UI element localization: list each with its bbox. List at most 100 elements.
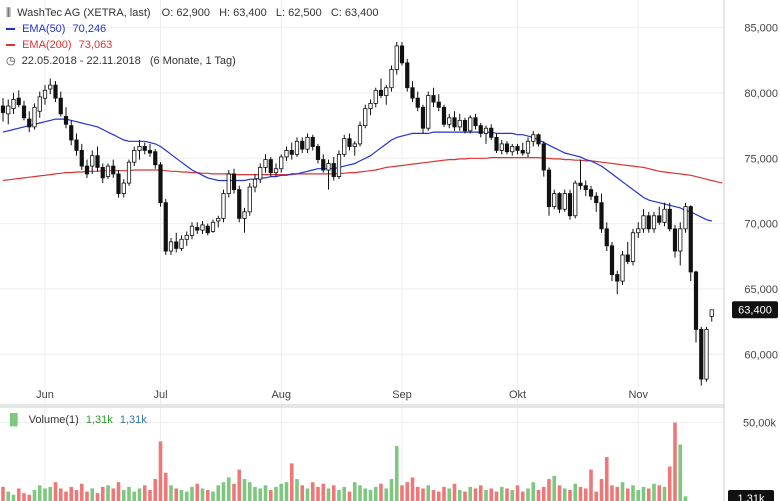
volume-legend: ▐▌ Volume(1) 1,31k 1,31k	[6, 413, 147, 427]
volume-bar	[400, 485, 404, 501]
candle-body	[620, 254, 625, 282]
candle	[478, 122, 483, 138]
volume-bar	[421, 488, 425, 501]
volume-bar	[384, 488, 389, 501]
chart-title: WashTec AG (XETRA, last)	[17, 7, 151, 19]
candle	[688, 205, 693, 282]
volume-bar	[415, 486, 420, 501]
candle	[468, 115, 473, 134]
candle-body	[289, 150, 294, 155]
candle-body	[651, 215, 657, 230]
volume-bar	[557, 485, 562, 501]
candle-body	[279, 156, 284, 170]
candle	[662, 202, 667, 227]
volume-bar	[358, 485, 362, 501]
ema200-legend: EMA(200) 73,063	[6, 38, 112, 52]
candle-body	[126, 161, 132, 184]
low-label: L:	[275, 7, 286, 19]
candle-body	[53, 84, 58, 99]
volume-bar	[379, 483, 383, 501]
candle-body	[536, 134, 541, 145]
candle-body	[247, 186, 252, 213]
candle	[620, 251, 625, 286]
candle-body	[226, 173, 231, 194]
y-tick-label: 70,000	[744, 219, 778, 231]
candle-body	[300, 140, 305, 150]
candle-body	[111, 165, 116, 175]
candlestick-icon: ⫼	[6, 7, 12, 19]
candle	[473, 113, 478, 130]
volume-bar	[64, 491, 68, 501]
candle-body	[699, 329, 704, 380]
volume-bar	[53, 482, 58, 501]
volume-bar	[526, 488, 530, 501]
candle	[378, 78, 384, 99]
candle	[342, 134, 347, 157]
volume-bar	[494, 491, 499, 501]
candle-body	[147, 150, 153, 154]
candle-body	[447, 117, 452, 125]
candle-body	[557, 193, 562, 210]
volume-bar	[274, 486, 278, 501]
volume-series	[1, 422, 688, 501]
candle	[510, 143, 515, 156]
candle-body	[704, 329, 709, 380]
volume-bar	[279, 483, 284, 501]
volume-bar	[583, 488, 588, 501]
volume-bar	[163, 472, 168, 501]
candle-body	[205, 225, 210, 234]
volume-bar	[468, 486, 473, 501]
volume-bar	[610, 485, 614, 501]
volume-bar	[284, 482, 289, 501]
candle-body	[310, 136, 315, 147]
candle	[105, 163, 111, 180]
candle-body	[578, 182, 583, 187]
candle-body	[63, 116, 69, 125]
candle-body	[368, 102, 373, 110]
candle	[11, 92, 16, 114]
volume-bar	[127, 486, 131, 501]
candle-body	[662, 208, 667, 223]
candle-body	[373, 89, 378, 104]
volume-bar	[184, 491, 189, 501]
volume-bar	[599, 479, 604, 501]
candle-body	[21, 105, 27, 119]
candle-body	[357, 125, 363, 145]
candle-body	[27, 118, 32, 128]
candle-body	[37, 96, 42, 112]
candle	[651, 211, 657, 233]
volume-bar	[631, 485, 635, 501]
candle	[21, 100, 27, 121]
candle	[567, 189, 573, 220]
candle-body	[284, 150, 289, 158]
volume-bar	[484, 490, 488, 501]
candle-body	[142, 146, 147, 151]
volume-bar	[410, 477, 415, 501]
candle	[562, 189, 567, 212]
candle-body	[100, 167, 105, 179]
volume-bar	[636, 490, 641, 501]
volume-bar	[615, 486, 620, 501]
volume-bar	[652, 483, 656, 501]
candle-body	[32, 106, 37, 128]
candle-body	[457, 119, 462, 128]
candle	[268, 156, 273, 177]
candle	[210, 219, 216, 233]
volume-bar	[263, 485, 268, 501]
volume-bar	[646, 488, 651, 501]
volume-bar	[310, 482, 315, 501]
volume-bar	[657, 485, 662, 501]
high-label: H:	[219, 7, 231, 19]
open-label: O:	[161, 7, 174, 19]
volume-bar	[478, 485, 483, 501]
candle	[515, 143, 520, 155]
volume-bar	[169, 485, 173, 501]
volume-bar	[205, 490, 210, 501]
y-tick-label: 65,000	[744, 284, 778, 296]
ema50-value: 70,246	[72, 23, 107, 35]
candle	[321, 154, 326, 173]
candle	[216, 215, 221, 228]
volume-bar	[237, 469, 242, 501]
volume-bar	[22, 493, 26, 501]
volume-bar	[11, 494, 16, 501]
